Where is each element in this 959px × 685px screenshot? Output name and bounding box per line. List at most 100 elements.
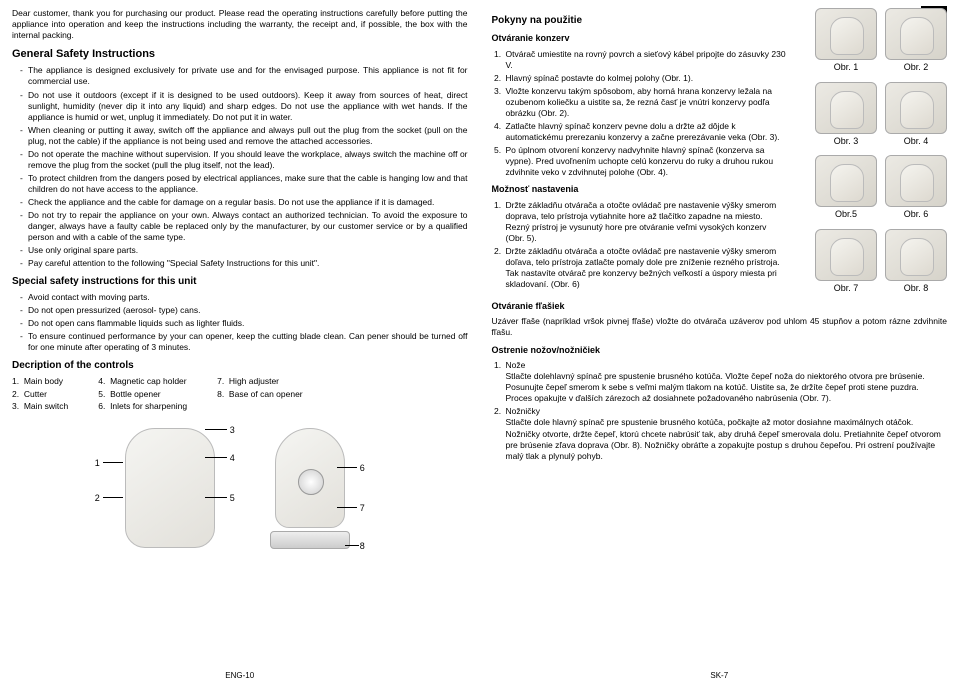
figure-label: Obr. 1 xyxy=(834,62,859,74)
list-item: When cleaning or putting it away, switch… xyxy=(20,125,468,147)
ostrenie-noze-label: Nože xyxy=(506,360,526,370)
heading-moznost: Možnosť nastavenia xyxy=(492,184,788,196)
callout-line xyxy=(205,457,227,458)
callout-line xyxy=(205,497,227,498)
figure: Obr. 1 xyxy=(815,8,877,74)
figure-photo xyxy=(885,155,947,207)
right-text-column: Pokyny na použitie Otváranie konzerv Otv… xyxy=(492,8,788,295)
callout-num: 1 xyxy=(95,458,100,470)
right-body: Pokyny na použitie Otváranie konzerv Otv… xyxy=(492,8,948,295)
ostrenie-noze-text: Stlačte dolehlavný spínač pre spustenie … xyxy=(506,371,925,403)
heading-special-safety: Special safety instructions for this uni… xyxy=(12,275,468,288)
callout-line xyxy=(103,462,123,463)
callout-num: 6 xyxy=(360,463,365,475)
figure-photo xyxy=(885,8,947,60)
heading-pokyny: Pokyny na použitie xyxy=(492,14,788,27)
device-illustration xyxy=(275,428,345,528)
list-item: Pay careful attention to the following "… xyxy=(20,258,468,269)
controls-col-2: 4. Magnetic cap holder 5. Bottle opener … xyxy=(98,376,187,412)
moznost-list: Držte základňu otvárača a otočte ovládač… xyxy=(492,200,788,290)
list-item: Do not try to repair the appliance on yo… xyxy=(20,210,468,243)
control-item: 6. Inlets for sharpening xyxy=(98,401,187,412)
list-item: Zatlačte hlavný spínač konzerv pevne dol… xyxy=(504,121,788,143)
list-item: Vložte konzervu takým spôsobom, aby horn… xyxy=(504,86,788,119)
list-item: The appliance is designed exclusively fo… xyxy=(20,65,468,87)
figure: Obr. 8 xyxy=(885,229,947,295)
heading-general-safety: General Safety Instructions xyxy=(12,47,468,61)
callout-line xyxy=(205,429,227,430)
list-item: Do not operate the machine without super… xyxy=(20,149,468,171)
otvaranie-konzerv-list: Otvárač umiestite na rovný povrch a sieť… xyxy=(492,49,788,179)
list-item: Check the appliance and the cable for da… xyxy=(20,197,468,208)
figure: Obr. 4 xyxy=(885,82,947,148)
device-dial xyxy=(298,469,324,495)
ostrenie-noznicky-label: Nožničky xyxy=(506,406,540,416)
device-illustration xyxy=(125,428,215,548)
general-safety-list: The appliance is designed exclusively fo… xyxy=(12,65,468,269)
figure-label: Obr. 8 xyxy=(904,283,929,295)
callout-line xyxy=(103,497,123,498)
figure-row: Obr.5 Obr. 6 xyxy=(797,155,947,221)
device-base xyxy=(270,531,350,549)
list-item: To ensure continued performance by your … xyxy=(20,331,468,353)
figure-label: Obr. 6 xyxy=(904,209,929,221)
figure-column: Obr. 1 Obr. 2 Obr. 3 Obr. 4 Obr.5 Obr. 6… xyxy=(797,8,947,295)
flasiek-text: Uzáver fľaše (napríklad vršok pivnej fľa… xyxy=(492,316,948,338)
control-item: 8. Base of can opener xyxy=(217,389,303,400)
control-item: 2. Cutter xyxy=(12,389,68,400)
callout-num: 7 xyxy=(360,503,365,515)
heading-flasiek: Otváranie fľašiek xyxy=(492,301,948,313)
callout-line xyxy=(337,507,357,508)
figure-label: Obr. 4 xyxy=(904,136,929,148)
diagram-area: 1 2 3 4 5 6 7 8 xyxy=(12,423,468,583)
figure-photo xyxy=(815,229,877,281)
figure-label: Obr. 7 xyxy=(834,283,859,295)
figure: Obr. 3 xyxy=(815,82,877,148)
ostrenie-noznicky-text: Stlačte dole hlavný spínač pre spustenie… xyxy=(506,417,941,460)
figure-photo xyxy=(815,155,877,207)
heading-controls: Decription of the controls xyxy=(12,359,468,372)
list-item: Do not open pressurized (aerosol- type) … xyxy=(20,305,468,316)
figure-row: Obr. 3 Obr. 4 xyxy=(797,82,947,148)
figure: Obr. 2 xyxy=(885,8,947,74)
page-number: ENG-10 xyxy=(225,671,254,681)
heading-otvaranie-konzerv: Otváranie konzerv xyxy=(492,33,788,45)
list-item: Do not open cans flammable liquids such … xyxy=(20,318,468,329)
figure-label: Obr.5 xyxy=(835,209,857,221)
callout-num: 4 xyxy=(230,453,235,465)
device-left-group: 1 2 3 4 5 xyxy=(95,423,235,553)
controls-columns: 1. Main body 2. Cutter 3. Main switch 4.… xyxy=(12,376,468,412)
device-right-group: 6 7 8 xyxy=(265,423,385,573)
callout-num: 3 xyxy=(230,425,235,437)
figure-photo xyxy=(885,229,947,281)
list-item: To protect children from the dangers pos… xyxy=(20,173,468,195)
callout-num: 5 xyxy=(230,493,235,505)
list-item: Po úplnom otvorení konzervy nadvyhnite h… xyxy=(504,145,788,178)
callout-num: 8 xyxy=(360,541,365,553)
list-item: Držte základňu otvárača a otočte ovládač… xyxy=(504,246,788,290)
figure-label: Obr. 2 xyxy=(904,62,929,74)
list-item: Nožničky Stlačte dole hlavný spínač pre … xyxy=(504,406,948,461)
control-item: 4. Magnetic cap holder xyxy=(98,376,187,387)
list-item: Držte základňu otvárača a otočte ovládač… xyxy=(504,200,788,244)
controls-col-1: 1. Main body 2. Cutter 3. Main switch xyxy=(12,376,68,412)
list-item: Use only original spare parts. xyxy=(20,245,468,256)
figure-row: Obr. 1 Obr. 2 xyxy=(797,8,947,74)
callout-line xyxy=(337,467,357,468)
list-item: Otvárač umiestite na rovný povrch a sieť… xyxy=(504,49,788,71)
list-item: Hlavný spínač postavte do kolmej polohy … xyxy=(504,73,788,84)
control-item: 1. Main body xyxy=(12,376,68,387)
figure-photo xyxy=(885,82,947,134)
right-page: SK Pokyny na použitie Otváranie konzerv … xyxy=(480,0,959,685)
ostrenie-list: Nože Stlačte dolehlavný spínač pre spust… xyxy=(492,360,948,461)
figure: Obr. 7 xyxy=(815,229,877,295)
control-item: 3. Main switch xyxy=(12,401,68,412)
figure-photo xyxy=(815,8,877,60)
figure-label: Obr. 3 xyxy=(834,136,859,148)
figure-row: Obr. 7 Obr. 8 xyxy=(797,229,947,295)
control-item: 7. High adjuster xyxy=(217,376,303,387)
control-item: 5. Bottle opener xyxy=(98,389,187,400)
list-item: Nože Stlačte dolehlavný spínač pre spust… xyxy=(504,360,948,404)
list-item: Do not use it outdoors (except if it is … xyxy=(20,90,468,123)
left-page: Dear customer, thank you for purchasing … xyxy=(0,0,480,685)
